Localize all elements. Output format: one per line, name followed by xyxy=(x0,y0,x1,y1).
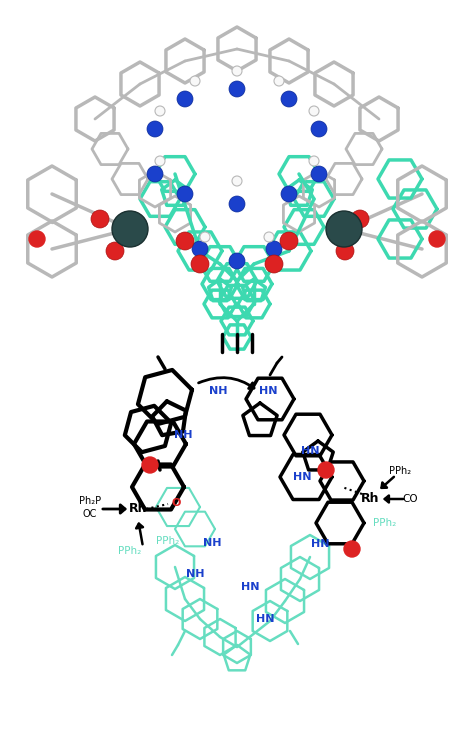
Text: HN: HN xyxy=(301,446,319,456)
Text: Ph₂P: Ph₂P xyxy=(79,496,101,506)
Text: Rh: Rh xyxy=(129,503,147,516)
Circle shape xyxy=(91,210,109,228)
Circle shape xyxy=(155,156,165,166)
Circle shape xyxy=(177,186,193,202)
Circle shape xyxy=(326,211,362,247)
Circle shape xyxy=(147,121,163,137)
Text: NH: NH xyxy=(174,430,192,440)
Text: HN: HN xyxy=(241,582,259,592)
Text: NH: NH xyxy=(186,569,204,579)
Circle shape xyxy=(280,232,298,250)
Text: O: O xyxy=(171,498,181,508)
Text: PPh₂: PPh₂ xyxy=(156,536,180,546)
Circle shape xyxy=(351,210,369,228)
Circle shape xyxy=(311,166,327,182)
Circle shape xyxy=(29,231,45,247)
Circle shape xyxy=(229,81,245,97)
Circle shape xyxy=(309,156,319,166)
Circle shape xyxy=(429,231,445,247)
Circle shape xyxy=(309,106,319,116)
Circle shape xyxy=(274,76,284,86)
Text: HN: HN xyxy=(256,614,274,624)
Circle shape xyxy=(232,66,242,76)
Circle shape xyxy=(265,255,283,273)
Text: O: O xyxy=(348,544,356,554)
Circle shape xyxy=(318,462,334,478)
Circle shape xyxy=(142,457,158,473)
Circle shape xyxy=(177,91,193,107)
Circle shape xyxy=(229,196,245,212)
Circle shape xyxy=(191,255,209,273)
Text: OC: OC xyxy=(83,509,97,519)
Text: O: O xyxy=(322,465,330,475)
Text: NH: NH xyxy=(203,538,221,548)
Circle shape xyxy=(147,166,163,182)
Text: O: O xyxy=(146,460,155,470)
Text: HN: HN xyxy=(259,386,277,396)
Circle shape xyxy=(176,232,194,250)
Circle shape xyxy=(112,211,148,247)
Circle shape xyxy=(229,253,245,269)
Text: NH: NH xyxy=(209,386,227,396)
Text: PPh₂: PPh₂ xyxy=(374,518,397,528)
Circle shape xyxy=(264,232,274,242)
Text: Rh: Rh xyxy=(361,492,379,505)
Text: HN: HN xyxy=(293,472,311,482)
Text: PPh₂: PPh₂ xyxy=(118,546,142,556)
Text: CO: CO xyxy=(402,494,418,504)
Circle shape xyxy=(311,121,327,137)
Circle shape xyxy=(266,241,282,257)
Circle shape xyxy=(336,242,354,260)
Circle shape xyxy=(200,232,210,242)
Text: PPh₂: PPh₂ xyxy=(389,466,411,476)
Circle shape xyxy=(106,242,124,260)
Circle shape xyxy=(232,176,242,186)
Circle shape xyxy=(190,76,200,86)
Circle shape xyxy=(155,106,165,116)
Circle shape xyxy=(344,541,360,557)
Text: HN: HN xyxy=(311,539,329,549)
Circle shape xyxy=(281,91,297,107)
Circle shape xyxy=(281,186,297,202)
Circle shape xyxy=(192,241,208,257)
